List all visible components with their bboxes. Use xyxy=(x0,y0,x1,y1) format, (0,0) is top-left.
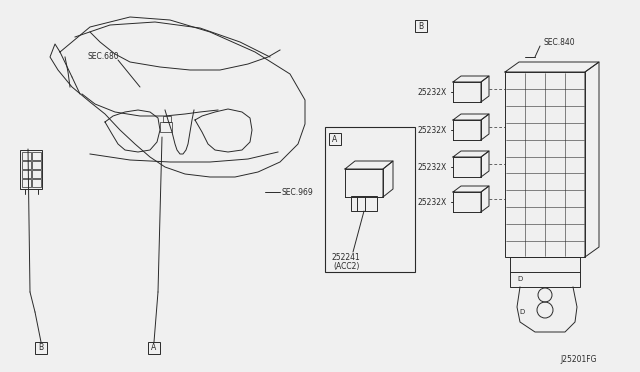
Bar xyxy=(22,179,31,187)
Text: B: B xyxy=(38,343,44,353)
Bar xyxy=(22,170,31,178)
Text: D: D xyxy=(519,309,524,315)
Bar xyxy=(22,152,31,160)
Bar xyxy=(160,122,172,132)
Bar xyxy=(329,133,341,145)
Text: A: A xyxy=(152,343,157,353)
Bar xyxy=(32,152,41,160)
Bar xyxy=(32,179,41,187)
Bar xyxy=(351,196,377,211)
Bar xyxy=(20,150,42,189)
Text: SEC.680: SEC.680 xyxy=(88,51,120,61)
Text: B: B xyxy=(419,22,424,31)
Text: J25201FG: J25201FG xyxy=(560,356,596,365)
Text: (ACC2): (ACC2) xyxy=(333,262,360,270)
Text: 252241: 252241 xyxy=(331,253,360,263)
Text: D: D xyxy=(517,276,522,282)
Text: A: A xyxy=(332,135,338,144)
Text: SEC.840: SEC.840 xyxy=(543,38,575,46)
Bar xyxy=(35,342,47,354)
Bar xyxy=(505,72,585,257)
Bar xyxy=(22,161,31,169)
Bar xyxy=(32,161,41,169)
Text: SEC.969: SEC.969 xyxy=(281,187,313,196)
Text: 25232X: 25232X xyxy=(418,87,447,96)
Bar xyxy=(163,116,171,122)
Text: 25232X: 25232X xyxy=(418,198,447,206)
Text: 25232X: 25232X xyxy=(418,163,447,171)
Bar xyxy=(510,257,580,287)
Bar xyxy=(415,20,427,32)
Bar xyxy=(32,170,41,178)
Bar xyxy=(325,127,415,272)
Bar xyxy=(148,342,160,354)
Text: 25232X: 25232X xyxy=(418,125,447,135)
